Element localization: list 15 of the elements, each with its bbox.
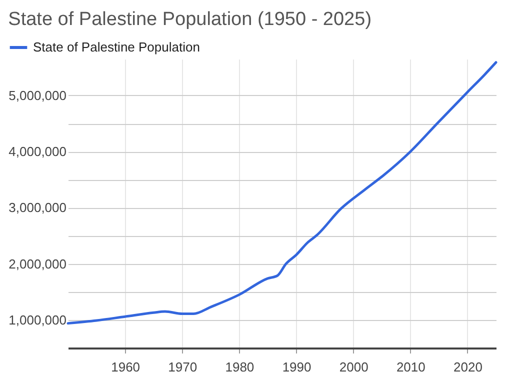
y-tick-label: 2,000,000 bbox=[8, 256, 66, 272]
x-tick-label: 2000 bbox=[339, 360, 368, 374]
x-tick-label: 2010 bbox=[396, 360, 426, 374]
y-tick-label: 1,000,000 bbox=[8, 312, 66, 328]
x-tick-label: 1960 bbox=[111, 360, 140, 374]
legend-label: State of Palestine Population bbox=[33, 40, 200, 54]
x-tick-label: 1970 bbox=[168, 360, 198, 374]
y-tick-label: 4,000,000 bbox=[8, 144, 66, 160]
y-tick-label: 5,000,000 bbox=[8, 88, 66, 103]
x-tick-label: 1980 bbox=[225, 360, 254, 374]
x-tick-label: 2020 bbox=[454, 360, 482, 374]
line-series bbox=[66, 61, 498, 325]
chart-title: State of Palestine Population (1950 - 2025) bbox=[8, 9, 372, 30]
y-tick-label: 3,000,000 bbox=[8, 200, 66, 216]
x-tick-label: 1990 bbox=[282, 360, 312, 374]
